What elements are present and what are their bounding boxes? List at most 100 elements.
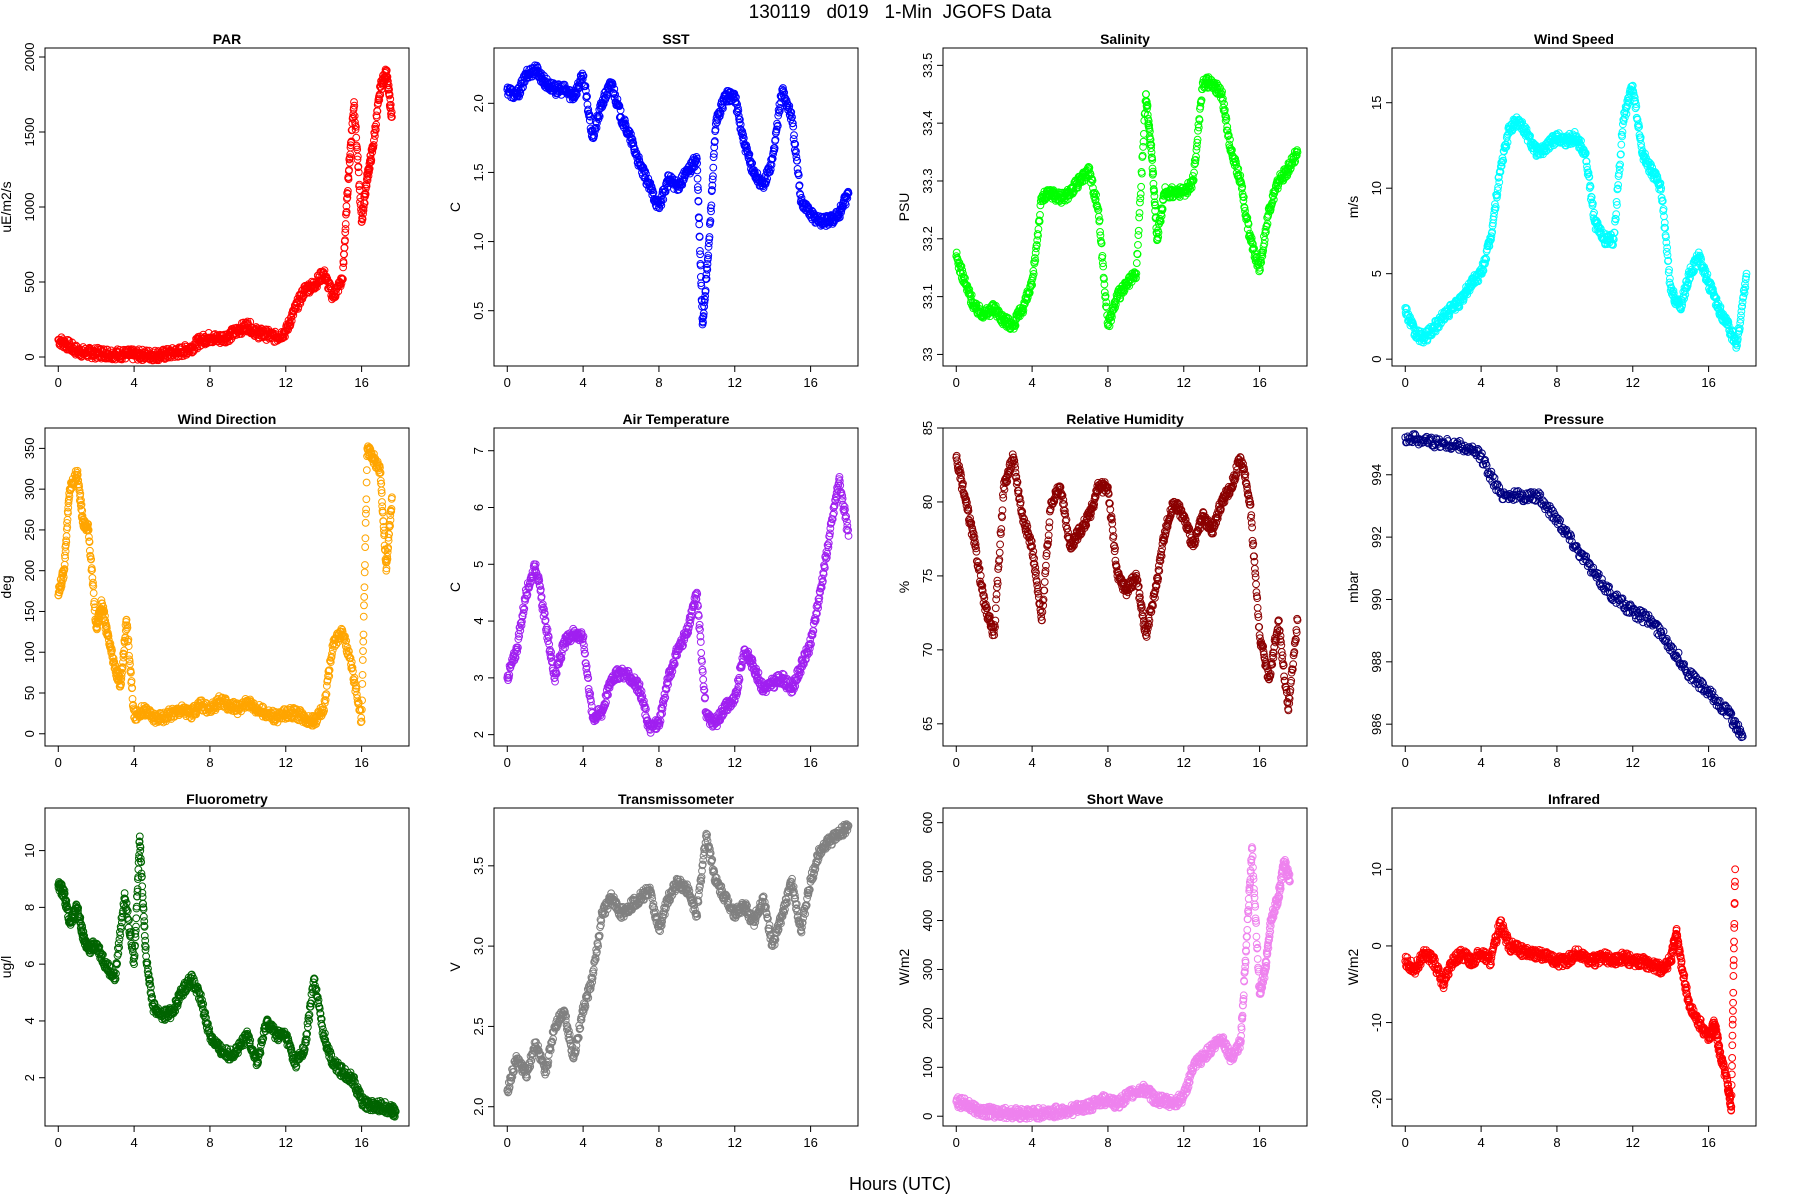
par-trace-point <box>337 279 346 288</box>
salinity-trace-point <box>1132 259 1141 267</box>
salinity-trace-point <box>1137 182 1146 191</box>
wind_speed-y-tick-label: 0 <box>1369 356 1384 363</box>
par-trace-point <box>384 81 393 90</box>
wind_speed-x-tick-label: 12 <box>1626 375 1640 390</box>
par-trace-point <box>351 118 359 127</box>
wind_direction-x-tick-label: 4 <box>130 755 137 770</box>
par-y-tick-label: 1000 <box>22 193 37 222</box>
wind_speed-trace-point <box>1617 150 1625 159</box>
par-trace-point <box>349 113 357 122</box>
wind_direction-y-tick-label: 0 <box>22 730 37 737</box>
wind_direction-y-tick-label: 200 <box>22 560 37 582</box>
wind_speed-points <box>1401 81 1751 352</box>
par-trace-point <box>375 96 384 104</box>
sst-y-axis-label: C <box>447 202 463 212</box>
wind_direction-y-tick-label: 150 <box>22 601 37 623</box>
par-trace-point <box>385 85 393 94</box>
sst-trace-point <box>533 63 542 72</box>
wind_direction-y-tick-label: 300 <box>22 478 37 500</box>
par-trace-point <box>365 168 373 177</box>
par-y-tick-label: 1500 <box>22 118 37 147</box>
wind_direction-y-tick-label: 100 <box>22 641 37 663</box>
par-trace-point <box>358 215 367 223</box>
wind_direction-trace-point <box>360 568 369 577</box>
par-trace-point <box>332 290 340 298</box>
wind_direction-y-tick-label: 50 <box>22 686 37 700</box>
par-trace-point <box>345 158 354 167</box>
par-trace-point <box>350 101 359 110</box>
wind_direction-trace-point <box>360 593 369 601</box>
par-trace-point <box>369 141 378 149</box>
salinity-trace-point <box>1136 190 1145 198</box>
wind_speed-x-tick-label: 16 <box>1701 375 1715 390</box>
wind_direction-trace-point <box>61 547 70 556</box>
salinity-y-tick-label: 33.2 <box>920 226 935 251</box>
wind_direction-title: Wind Direction <box>178 411 277 427</box>
par-trace-point <box>387 108 396 117</box>
sst-trace-point <box>519 83 527 91</box>
par-trace-point <box>359 206 368 215</box>
air_temperature-x-tick-label: 0 <box>504 755 511 770</box>
sst-trace-point <box>517 85 525 94</box>
par-trace-point <box>196 342 204 351</box>
wind_direction-x-tick-label: 8 <box>206 755 213 770</box>
salinity-x-tick-label: 4 <box>1028 375 1035 390</box>
sst-points <box>503 61 853 329</box>
wind_direction-trace-point <box>361 561 369 569</box>
par-data-point <box>388 113 396 121</box>
wind_direction-points <box>54 442 396 730</box>
sst-x-tick-label: 8 <box>655 375 662 390</box>
wind_direction-trace-point <box>362 495 371 504</box>
par-trace-point <box>341 236 349 245</box>
par-plot-frame <box>44 47 410 367</box>
salinity-y-axis-label: PSU <box>896 193 912 222</box>
air_temperature-points <box>503 472 853 737</box>
sst-x-tick-label: 0 <box>504 375 511 390</box>
sst-y-tick-label: 1.5 <box>471 163 486 181</box>
par-trace-point <box>376 90 385 99</box>
wind_direction-trace-point <box>89 589 98 598</box>
wind_direction-trace-point <box>359 637 368 646</box>
wind_direction-trace-point <box>360 583 369 592</box>
wind_direction-trace-point <box>362 505 371 514</box>
salinity-trace-point <box>1134 240 1142 249</box>
par-data-point <box>363 173 372 181</box>
par-trace-point <box>354 162 363 171</box>
sst-x-tick-label: 16 <box>803 375 817 390</box>
air_temperature-y-tick-label: 6 <box>471 504 486 511</box>
salinity-trace-point <box>1034 225 1043 233</box>
par-trace-point <box>385 90 394 99</box>
par-trace-point <box>296 299 305 308</box>
wind_speed-trace-point <box>1612 210 1621 219</box>
air_temperature-x-tick-label: 4 <box>579 755 586 770</box>
par-title: PAR <box>213 31 242 47</box>
wind_direction-trace-point <box>358 671 367 679</box>
sst-trace-point <box>709 163 718 172</box>
wind_direction-trace-point <box>361 534 370 543</box>
par-trace-point <box>351 125 360 134</box>
wind_speed-title: Wind Speed <box>1534 31 1614 47</box>
air_temperature-x-tick-label: 8 <box>655 755 662 770</box>
par-trace-point <box>344 175 353 184</box>
air_temperature-title: Air Temperature <box>622 411 729 427</box>
wind_direction-trace-point <box>359 630 368 639</box>
salinity-x-tick-label: 0 <box>953 375 960 390</box>
wind_direction-trace-point <box>359 647 367 655</box>
salinity-y-tick-label: 33.5 <box>920 53 935 78</box>
sst-y-tick-label: 1.0 <box>471 233 486 251</box>
wind_direction-x-tick-label: 0 <box>55 755 62 770</box>
wind_speed-y-tick-label: 10 <box>1369 181 1384 195</box>
par-trace-point <box>383 72 392 81</box>
par-trace-point <box>338 275 347 284</box>
wind_direction-x-tick-label: 16 <box>354 755 368 770</box>
wind_direction-trace-point <box>361 518 370 527</box>
air_temperature-x-tick-label: 12 <box>728 755 742 770</box>
salinity-trace-point <box>1133 250 1142 259</box>
wind_direction-trace-point <box>362 478 371 487</box>
sst-y-tick-label: 0.5 <box>471 302 486 320</box>
wind_direction-y-tick-label: 350 <box>22 438 37 460</box>
salinity-trace-point <box>1142 90 1150 98</box>
par-trace-point <box>386 104 395 113</box>
